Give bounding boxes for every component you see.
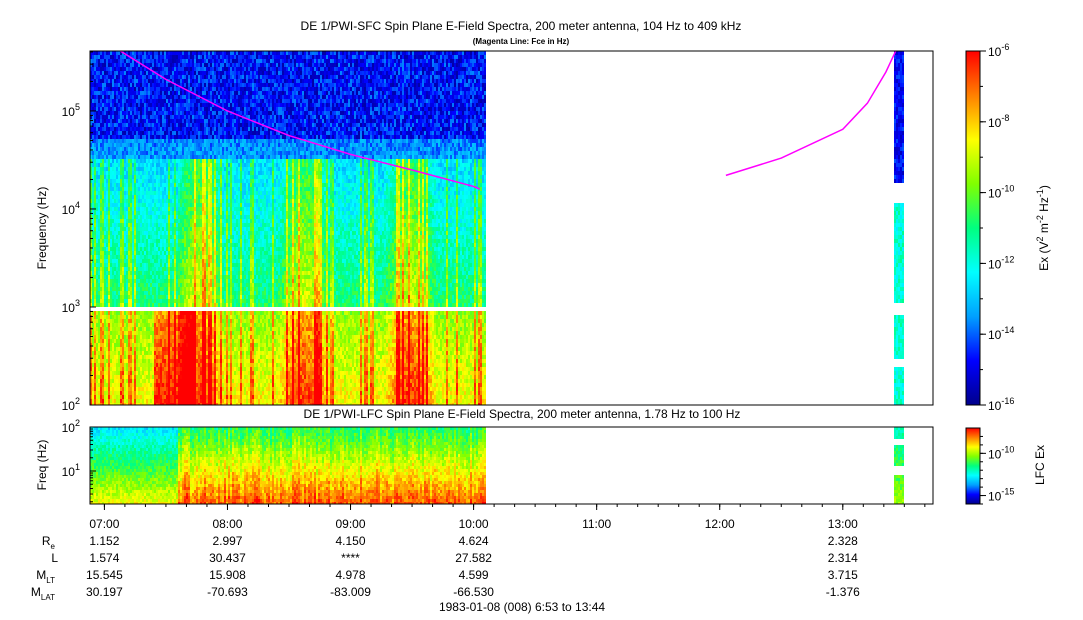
top-y-tick-label-2: 104 bbox=[62, 200, 80, 217]
top-colorbar-tick-label-0: 10-6 bbox=[988, 42, 1009, 59]
ephemeris-cell: -1.376 bbox=[826, 585, 860, 599]
ephemeris-cell: 27.582 bbox=[455, 551, 492, 565]
ephemeris-cell: 2.314 bbox=[828, 551, 858, 565]
bottom-plot-frame bbox=[89, 426, 934, 505]
top-colorbar-tick-label-1: 10-8 bbox=[988, 113, 1009, 130]
ephemeris-cell: 2.328 bbox=[828, 534, 858, 548]
bottom-spectrogram bbox=[90, 427, 904, 504]
top-y-tick-label-1: 103 bbox=[62, 298, 80, 315]
bottom-colorbar-tick-label-0: 10-10 bbox=[988, 444, 1014, 461]
top-colorbar-tick-label-4: 10-14 bbox=[988, 325, 1014, 342]
ephemeris-cell: -83.009 bbox=[330, 585, 371, 599]
bottom-colorbar-gradient bbox=[965, 427, 981, 505]
top-colorbar-tick-label-2: 10-10 bbox=[988, 184, 1014, 201]
bottom-y-axis: 101 102 bbox=[62, 418, 96, 503]
ephemeris-row-label-0: Re bbox=[42, 534, 56, 551]
x-axis: 07:00 08:00 09:00 10:00 11:00 12:00 13:00 bbox=[89, 504, 926, 531]
bottom-chart-title: DE 1/PWI-LFC Spin Plane E-Field Spectra,… bbox=[304, 407, 741, 421]
ephemeris-cell: 1.574 bbox=[89, 551, 119, 565]
top-y-tick-label-3: 105 bbox=[62, 102, 80, 119]
x-tick-label-0: 07:00 bbox=[89, 517, 119, 531]
ephemeris-row-label-1: L bbox=[51, 551, 58, 565]
ephemeris-cell: -66.530 bbox=[453, 585, 494, 599]
ephemeris-cell: 2.997 bbox=[212, 534, 242, 548]
ephemeris-cell: 4.978 bbox=[336, 568, 366, 582]
top-y-tick-label-0: 102 bbox=[62, 396, 80, 413]
top-chart-title: DE 1/PWI-SFC Spin Plane E-Field Spectra,… bbox=[301, 19, 742, 33]
x-tick-label-5: 12:00 bbox=[705, 517, 735, 531]
x-tick-label-1: 08:00 bbox=[212, 517, 242, 531]
ephemeris-cell: **** bbox=[341, 551, 360, 565]
x-tick-label-3: 10:00 bbox=[459, 517, 489, 531]
ephemeris-cell: -70.693 bbox=[207, 585, 248, 599]
top-colorbar-gradient bbox=[965, 50, 981, 406]
ephemeris-table: Re 1.152 2.997 4.150 4.624 2.328 L 1.574 30.437 *… bbox=[31, 534, 860, 602]
x-tick-label-2: 09:00 bbox=[336, 517, 366, 531]
bottom-colorbar-label: LFC Ex bbox=[1033, 445, 1047, 485]
fce-line-segment-0 bbox=[120, 51, 480, 190]
bottom-colorbar-tick-label-1: 10-15 bbox=[988, 487, 1014, 504]
top-spectrogram bbox=[90, 51, 904, 405]
top-colorbar-label: Ex (V2 m-2 Hz-1) bbox=[1035, 185, 1051, 271]
top-plot-frame bbox=[89, 50, 934, 406]
bottom-y-tick-label-1: 102 bbox=[62, 418, 80, 435]
ephemeris-row-label-3: MLAT bbox=[31, 585, 55, 602]
ephemeris-cell: 4.150 bbox=[336, 534, 366, 548]
fce-overlay bbox=[120, 51, 897, 190]
bottom-colorbar: 10-10 10-15 bbox=[965, 427, 1014, 505]
time-range-footer: 1983-01-08 (008) 6:53 to 13:44 bbox=[439, 600, 605, 614]
top-y-axis: 102 103 104 105 bbox=[62, 51, 96, 413]
ephemeris-cell: 4.599 bbox=[459, 568, 489, 582]
top-colorbar-tick-label-5: 10-16 bbox=[988, 396, 1014, 413]
ephemeris-row-label-2: MLT bbox=[36, 568, 55, 585]
ephemeris-cell: 15.545 bbox=[86, 568, 123, 582]
top-y-axis-label: Frequency (Hz) bbox=[35, 187, 49, 270]
ephemeris-cell: 1.152 bbox=[89, 534, 119, 548]
ephemeris-cell: 15.908 bbox=[209, 568, 246, 582]
bottom-y-axis-label: Freq (Hz) bbox=[35, 440, 49, 491]
ephemeris-cell: 30.437 bbox=[209, 551, 246, 565]
ephemeris-cell: 30.197 bbox=[86, 585, 123, 599]
x-tick-label-6: 13:00 bbox=[828, 517, 858, 531]
ephemeris-cell: 4.624 bbox=[459, 534, 489, 548]
fce-line-segment-1 bbox=[725, 51, 897, 177]
bottom-y-tick-label-0: 101 bbox=[62, 462, 80, 479]
ephemeris-cell: 3.715 bbox=[828, 568, 858, 582]
x-tick-label-4: 11:00 bbox=[582, 517, 611, 531]
top-colorbar-tick-label-3: 10-12 bbox=[988, 254, 1014, 271]
top-colorbar: 10-6 10-8 10-10 10-12 10-14 10-16 bbox=[965, 42, 1014, 413]
top-chart-subtitle: (Magenta Line: Fce in Hz) bbox=[473, 37, 570, 46]
